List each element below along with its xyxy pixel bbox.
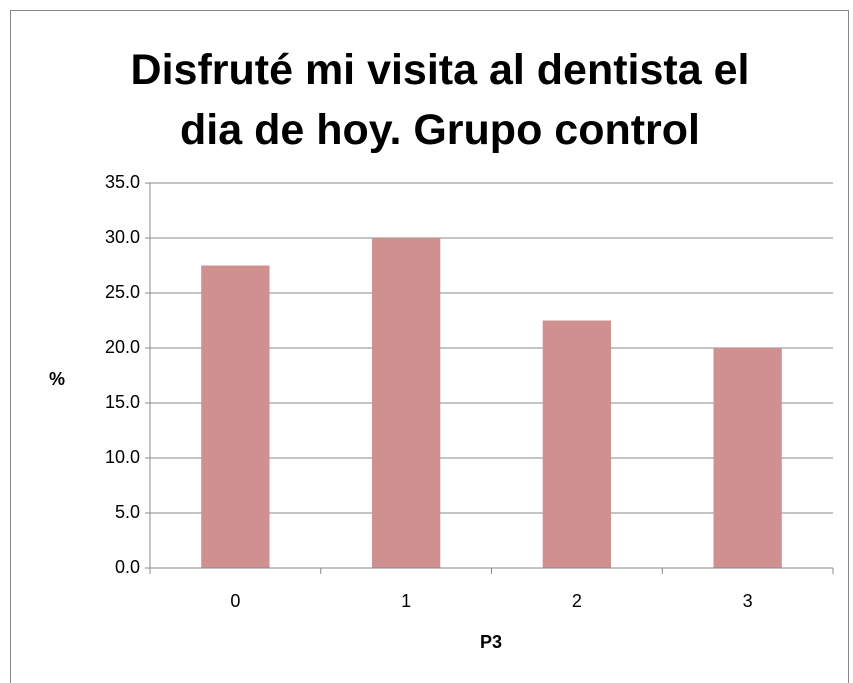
x-tick-label: 2 (572, 591, 582, 611)
y-tick-label: 35.0 (105, 172, 140, 192)
y-axis-label: % (49, 369, 65, 389)
y-tick-label: 5.0 (115, 502, 140, 522)
bar (201, 265, 270, 568)
x-tick-label: 3 (743, 591, 753, 611)
bar (542, 320, 612, 568)
y-tick-label: 20.0 (105, 337, 140, 357)
y-tick-label: 10.0 (105, 447, 140, 467)
chart-title: Disfruté mi visita al dentista el dia de… (130, 46, 750, 154)
y-tick-label: 15.0 (105, 392, 140, 412)
x-axis-label: P3 (480, 632, 502, 652)
bar (371, 238, 441, 568)
y-tick-label: 25.0 (105, 282, 140, 302)
y-tick-label: 0.0 (115, 557, 140, 577)
x-tick-label: 0 (230, 591, 240, 611)
x-tick-label: 1 (401, 591, 411, 611)
y-tick-label: 30.0 (105, 227, 140, 247)
bar (713, 348, 782, 568)
